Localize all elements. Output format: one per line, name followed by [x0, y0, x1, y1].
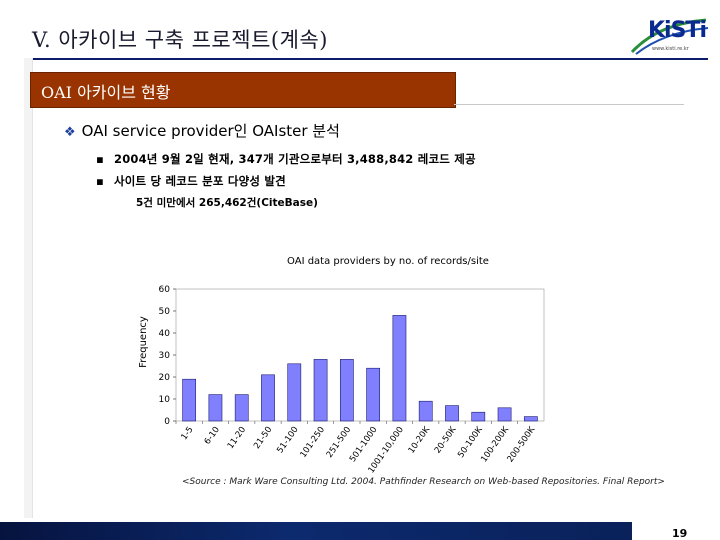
- sub-bullet-2-text: 사이트 당 레코드 분포 다양성 발견: [114, 174, 286, 188]
- x-axis: 1-5 6-10 11-20 21-50 51-100101-250251-500501…: [175, 421, 538, 475]
- bar: [208, 394, 223, 422]
- x-tick-label: 11-20: [226, 425, 248, 451]
- section-header: OAI 아카이브 현황: [30, 72, 456, 108]
- bars: [182, 315, 538, 422]
- bar: [182, 378, 197, 422]
- logo-swoosh-icon: [630, 18, 709, 55]
- slide-title: V. 아카이브 구축 프로젝트(계속): [32, 28, 328, 52]
- y-tick-label: 40: [159, 329, 171, 339]
- x-tick-label: 21-50: [252, 425, 274, 451]
- x-tick-label: 251-500: [325, 425, 354, 460]
- x-tick-label: 1-5: [179, 425, 195, 442]
- y-tick-label: 0: [164, 417, 170, 427]
- diamond-bullet-icon: ❖: [64, 125, 76, 140]
- bar: [523, 416, 538, 422]
- y-tick-label: 60: [159, 285, 171, 295]
- main-bullet: ❖ OAI service provider인 OAIster 분석: [64, 120, 340, 141]
- bar: [445, 405, 459, 422]
- bar: [471, 411, 486, 422]
- page-number: 19: [672, 527, 688, 540]
- y-tick-label: 20: [159, 373, 171, 383]
- square-bullet-icon: ▪: [96, 174, 104, 188]
- bar: [497, 407, 512, 422]
- chart-y-axis-label: Frequency: [138, 316, 149, 368]
- sub-bullet-1-text: 2004년 9월 2일 현재, 347개 기관으로부터 3,488,842 레코…: [114, 152, 476, 166]
- footer-bar: [0, 522, 720, 540]
- section-divider: [454, 104, 684, 105]
- x-tick-label: 51-100: [275, 425, 300, 455]
- title-underline: [24, 58, 708, 60]
- page-number-box: [632, 521, 720, 540]
- bar: [261, 374, 275, 422]
- bar: [287, 363, 302, 422]
- x-tick-label: 6-10: [203, 425, 222, 447]
- bar: [366, 367, 381, 422]
- logo-url: www.kisti.re.kr: [652, 46, 689, 52]
- bar: [339, 359, 354, 422]
- bar: [313, 359, 328, 422]
- bar: [234, 394, 249, 422]
- section-label: OAI 아카이브 현황: [41, 83, 171, 102]
- y-tick-label: 30: [159, 351, 171, 361]
- sub-bullet-1: ▪ 2004년 9월 2일 현재, 347개 기관으로부터 3,488,842 레…: [96, 151, 476, 167]
- chart-title: OAI data providers by no. of records/sit…: [287, 256, 489, 267]
- x-tick-label: 50-100K: [456, 425, 485, 460]
- logo-text: KiSTi: [648, 18, 707, 43]
- records-distribution-chart: OAI data providers by no. of records/sit…: [138, 256, 545, 475]
- y-tick-label: 50: [159, 307, 171, 317]
- square-bullet-icon: ▪: [96, 152, 104, 166]
- left-margin-bar: [24, 58, 33, 518]
- x-tick-label: 20-50K: [433, 425, 459, 456]
- bar: [392, 315, 407, 422]
- x-tick-label: 101-250: [298, 425, 327, 460]
- kisti-logo: KiSTi www.kisti.re.kr: [628, 14, 710, 58]
- sub-bullet-2: ▪ 사이트 당 레코드 분포 다양성 발견: [96, 173, 286, 189]
- bar: [418, 400, 433, 422]
- plot-frame: [175, 288, 545, 422]
- main-bullet-text: OAI service provider인 OAIster 분석: [81, 122, 340, 140]
- y-tick-label: 10: [159, 395, 171, 405]
- sub-note: 5건 미만에서 265,462건(CiteBase): [136, 197, 318, 209]
- x-tick-label: 10-20K: [407, 425, 433, 456]
- source-citation: <Source : Mark Ware Consulting Ltd. 2004…: [182, 477, 665, 487]
